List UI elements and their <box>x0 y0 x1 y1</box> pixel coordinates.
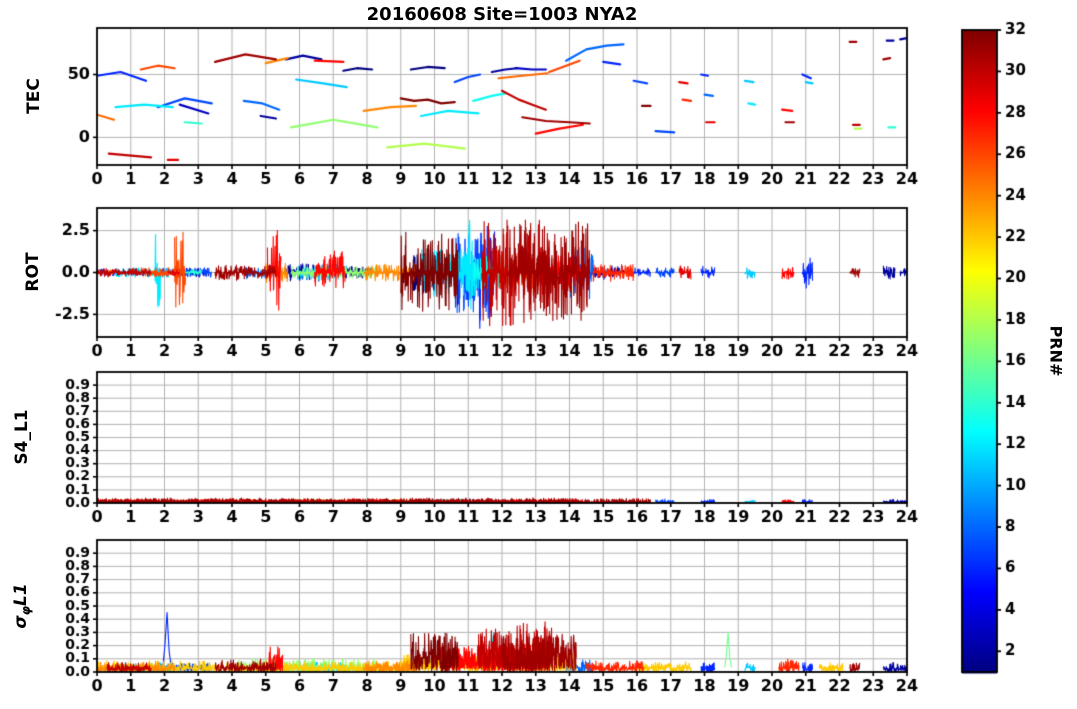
s4-ylabel: S4_L1 <box>12 409 32 465</box>
rot-ylabel: ROT <box>23 252 43 292</box>
colorbar-label: PRN# <box>1046 325 1066 377</box>
sigma-phi-ylabel: σφL1 <box>11 583 33 628</box>
sigma-phi-rest: L1 <box>10 583 31 607</box>
tec-ylabel: TEC <box>24 78 44 114</box>
sigma-symbol: σ <box>10 615 31 629</box>
phi-subscript: φ <box>19 606 34 616</box>
figure-title: 20160608 Site=1003 NYA2 <box>366 4 638 25</box>
